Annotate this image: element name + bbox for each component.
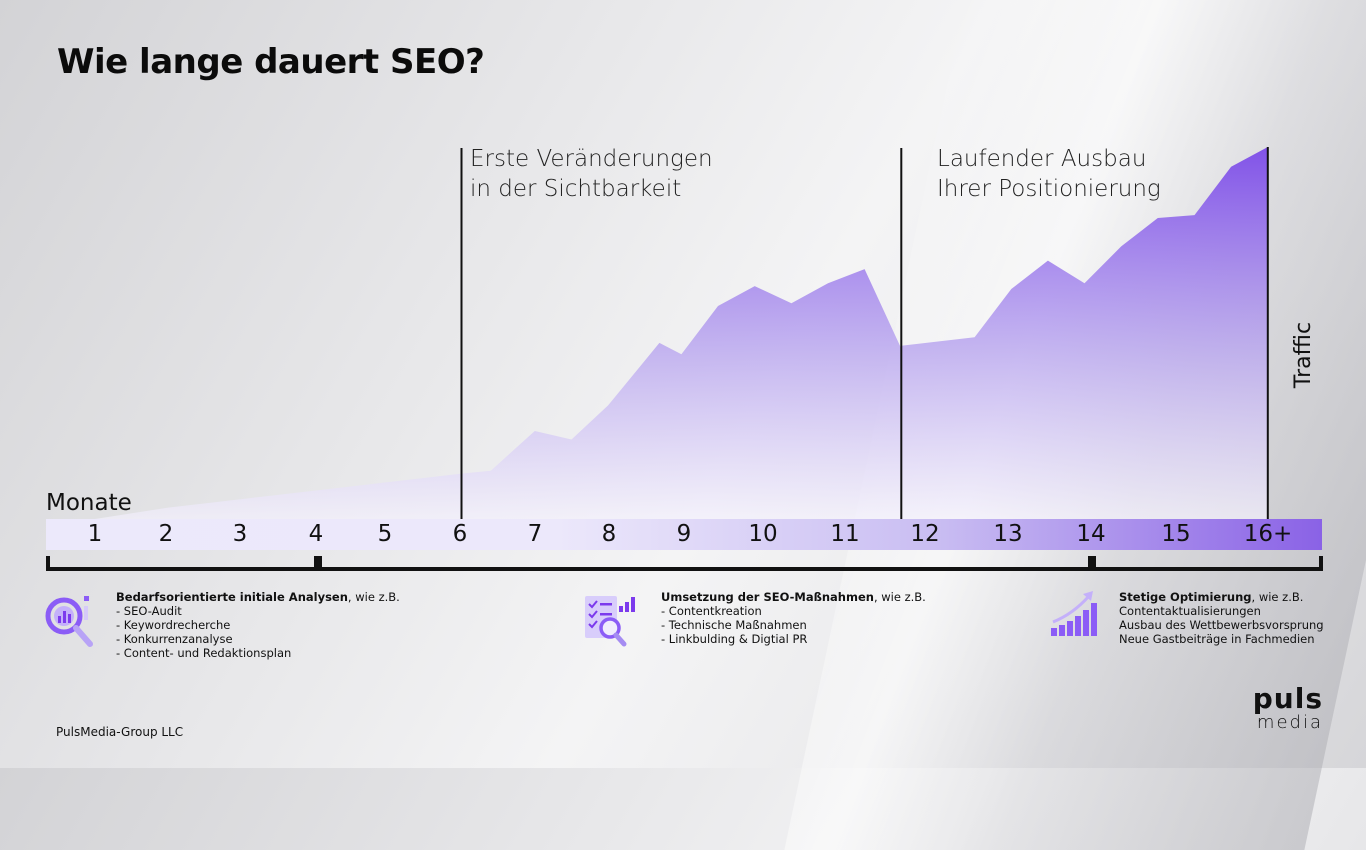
x-tick-label: 1: [87, 521, 103, 547]
y-axis-label: Traffic: [1291, 321, 1316, 389]
list-item: - Contentkreation: [661, 604, 762, 618]
list-item: Ausbau des Wettbewerbsvorsprung: [1119, 618, 1324, 632]
list-item: - Keywordrecherche: [116, 618, 231, 632]
phase-optimization-heading: Stetige Optimierung: [1119, 590, 1252, 604]
x-tick-label: 15: [1161, 521, 1191, 547]
x-axis-label: Monate: [46, 490, 132, 516]
x-tick-label: 10: [748, 521, 778, 547]
list-item: Neue Gastbeiträge in Fachmedien: [1119, 632, 1315, 646]
x-tick-label: 6: [452, 521, 468, 547]
phase-optimization: Stetige Optimierung, wie z.B. Contentakt…: [1119, 590, 1324, 646]
phase-optimization-suffix: , wie z.B.: [1251, 590, 1304, 604]
list-item: - Content- und Redaktionsplan: [116, 646, 292, 660]
growth-bars-icon: [1051, 591, 1097, 636]
checklist-report-icon: [585, 596, 635, 647]
x-tick-label: 13: [993, 521, 1023, 547]
magnifier-analysis-icon: [45, 596, 93, 647]
annotation-ongoing-expansion: Laufender Ausbau Ihrer Positionierung: [937, 146, 1161, 202]
page-title: Wie lange dauert SEO?: [57, 42, 485, 82]
phase-analysis-suffix: , wie z.B.: [347, 590, 400, 604]
list-item: - Linkbulding & Digtial PR: [661, 632, 808, 646]
logo-line-2: media: [1256, 712, 1323, 733]
list-item: - Konkurrenzanalyse: [116, 632, 233, 646]
x-tick-label: 14: [1076, 521, 1106, 547]
month-axis-bar: [46, 519, 1322, 550]
x-tick-label: 12: [910, 521, 940, 547]
puls-media-logo: puls media: [1243, 684, 1323, 732]
x-tick-label: 11: [830, 521, 860, 547]
annotation-first-changes: Erste Veränderungen in der Sichtbarkeit: [470, 146, 713, 202]
x-tick-label: 4: [308, 521, 324, 547]
x-tick-label: 8: [601, 521, 617, 547]
list-item: - Technische Maßnahmen: [661, 618, 807, 632]
phase-bracket-2: [318, 556, 1092, 571]
phase-bracket-3: [1092, 556, 1323, 571]
phase-analysis: Bedarfsorientierte initiale Analysen, wi…: [116, 590, 400, 660]
x-tick-label: 3: [232, 521, 248, 547]
x-tick-label: 7: [527, 521, 543, 547]
x-tick-label: 16+: [1243, 521, 1293, 547]
list-item: Contentaktualisierungen: [1119, 604, 1261, 618]
phase-analysis-heading: Bedarfsorientierte initiale Analysen: [116, 590, 348, 604]
phase-implementation-heading: Umsetzung der SEO-Maßnahmen: [661, 590, 874, 604]
traffic-area: [95, 147, 1268, 519]
phase-implementation: Umsetzung der SEO-Maßnahmen, wie z.B. - …: [661, 590, 926, 646]
traffic-area-chart: [95, 146, 1269, 519]
phase-bracket-1: [46, 556, 318, 571]
logo-line-1: puls: [1252, 682, 1323, 715]
x-tick-label: 5: [377, 521, 393, 547]
x-tick-label: 2: [158, 521, 174, 547]
list-item: - SEO-Audit: [116, 604, 182, 618]
x-tick-label: 9: [676, 521, 692, 547]
company-footer: PulsMedia-Group LLC: [56, 725, 184, 739]
phase-implementation-suffix: , wie z.B.: [873, 590, 926, 604]
